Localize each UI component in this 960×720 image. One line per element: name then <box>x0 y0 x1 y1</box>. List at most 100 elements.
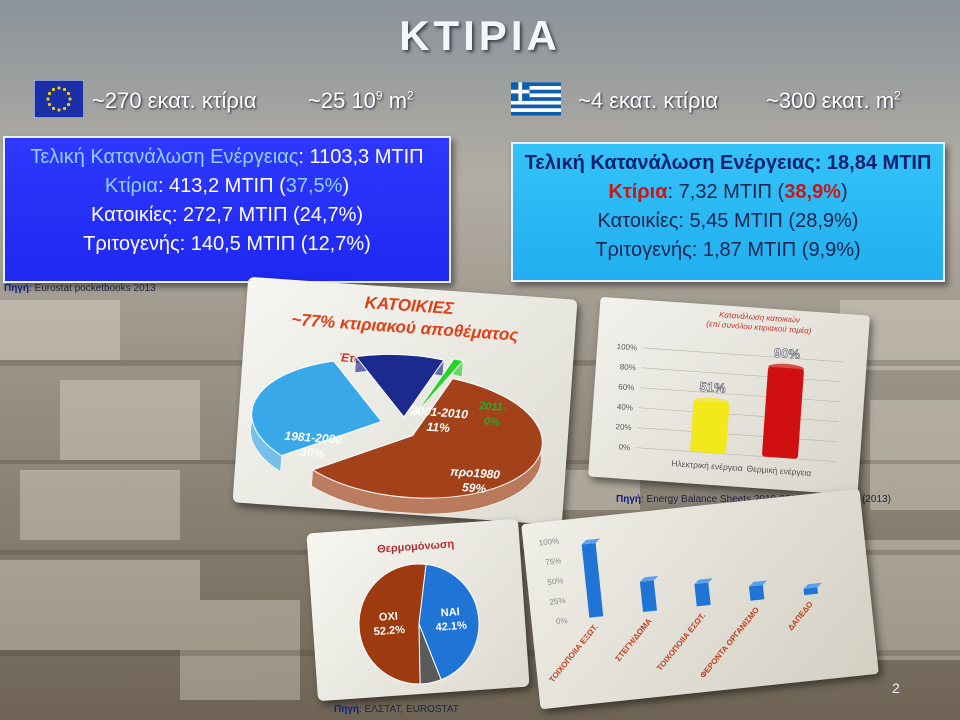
pie2-source-text: : ΕΛΣΤΑΤ, EUROSTAT <box>359 704 459 715</box>
gr-buildings-label: Κτίρια <box>608 181 668 203</box>
insulation-panel: Θερμομόνωση ΟΧΙ 52.2% ΝΑΙ 42.1% <box>306 518 530 702</box>
eu-residential-consumption: Κατοικίες: 272,7 ΜΤΙΠ (24,7%) <box>90 204 364 226</box>
pie2-title: Θερμομόνωση <box>377 538 455 555</box>
pie2-label: 42.1% <box>435 620 467 634</box>
pie1-slice-2001-2010 <box>355 353 445 418</box>
gr-tertiary-consumption: Τριτογενής: 1,87 ΜΤΙΠ (9,9%) <box>595 239 861 261</box>
eu-area-unit: m <box>382 88 408 113</box>
bar1-ytick: 20% <box>615 422 632 432</box>
eu-star-icon <box>51 106 56 111</box>
bar1-source-label: Πηγή <box>616 494 641 505</box>
bar2-category: ΤΟΙΧΟΠΟΙΙΑ ΕΞΩΤ. <box>547 622 600 684</box>
pie1-label: 30% <box>300 445 325 461</box>
eu-buildings-consumption: Κτίρια: 413,2 ΜΤΙΠ (37,5%) <box>5 175 449 198</box>
bar2-bar-cap <box>581 538 601 545</box>
bar1-bar-0 <box>690 400 730 454</box>
bar1-bar-cap <box>693 397 730 406</box>
bar2-bar-1 <box>639 580 657 613</box>
eu-star-icon <box>46 97 50 101</box>
eu-final-consumption-value: : 1103,3 ΜΤΙΠ <box>298 146 424 168</box>
eu-star-icon <box>57 86 61 90</box>
bar1-gridline <box>640 387 840 403</box>
eu-area-exponent: 9 <box>375 88 383 103</box>
bar1-ytick: 80% <box>619 362 636 372</box>
pie1-slice-προ1980 <box>311 378 543 499</box>
bar1-gridline <box>637 427 838 442</box>
pie1-slice-2011- <box>413 358 465 416</box>
pie2-source: Πηγή: ΕΛΣΤΑΤ, EUROSTAT <box>334 704 459 715</box>
pie1-label: 11% <box>426 420 450 436</box>
pie1-label: 2011- <box>478 400 507 414</box>
eu-star-icon <box>57 108 61 112</box>
bar2-category: ΤΟΙΧΟΠΟΙΙΑ ΕΣΩΤ. <box>655 611 707 673</box>
bar1-ytick: 40% <box>617 402 634 412</box>
eu-flag-icon <box>34 80 84 118</box>
gr-final-consumption-value: : 18,84 ΜΤΙΠ <box>814 152 932 174</box>
eu-source: Πηγή: Eurostat pocketbooks 2013 <box>4 283 156 294</box>
gr-buildings-close: ) <box>840 181 848 203</box>
bar2-bar-2 <box>694 582 711 607</box>
eu-source-label: Πηγή <box>4 283 29 294</box>
bar2-ytick: 50% <box>547 576 564 587</box>
bar2-bar-cap <box>639 575 659 582</box>
bar2-bar-cap <box>694 578 713 585</box>
bar2-bar-cap <box>803 582 822 589</box>
bar1-gridline <box>638 407 839 422</box>
gr-residential-consumption: Κατοικίες: 5,45 ΜΤΙΠ (28,9%) <box>597 210 859 232</box>
eu-tertiary-consumption: Τριτογενής: 140,5 ΜΤΙΠ (12,7%) <box>83 233 371 255</box>
eu-source-text: : Eurostat pocketbooks 2013 <box>29 283 156 294</box>
bar1-data-label: 51% <box>699 379 726 396</box>
pie1-label: 0% <box>483 416 500 429</box>
bar1-ytick: 60% <box>618 382 635 392</box>
eu-star-icon <box>51 87 56 92</box>
gr-area-stat: ~300 εκατ. m2 <box>766 88 901 114</box>
bar1-data-label: 90% <box>774 345 801 362</box>
pie2-slice-2 <box>418 623 442 685</box>
pie2-source-label: Πηγή <box>334 704 359 715</box>
pie2-label: ΝΑΙ <box>440 606 460 619</box>
gr-buildings-value: : 7,32 ΜΤΙΠ ( <box>667 181 785 203</box>
pie2-label: 52.2% <box>373 624 405 638</box>
bar1-bar-1 <box>762 366 804 459</box>
eu-area-unit-exponent: 2 <box>407 88 414 103</box>
eu-area-stat: ~25 109 m2 <box>308 88 414 114</box>
eu-star-icon <box>62 106 67 111</box>
eu-star-icon <box>66 102 71 107</box>
gr-buildings-stat: ~4 εκατ. κτίρια <box>578 88 718 114</box>
bar1-ytick: 0% <box>618 442 630 452</box>
gr-buildings-text: ~4 εκατ. κτίρια <box>578 88 719 113</box>
gr-final-consumption: Τελική Κατανάλωση Ενέργειας: 18,84 ΜΤΙΠ <box>513 152 943 175</box>
bar2-ytick: 100% <box>538 536 559 547</box>
bar2-bar-4 <box>803 587 819 596</box>
bar1-category: Ηλεκτρική ενέργεια <box>671 458 743 473</box>
eu-buildings-close: ) <box>342 175 350 197</box>
insulation-location-bar-chart: 0% 25% 50% 75% 100% ΤΟΙΧΟΠΟΙΙΑ ΕΞΩΤ. ΣΤΕΓΗ/ΔΩΜ… <box>538 536 822 684</box>
insulation-location-panel: 0% 25% 50% 75% 100% ΤΟΙΧΟΠΟΙΙΑ ΕΞΩΤ. ΣΤΕΓΗ/ΔΩΜ… <box>521 488 879 710</box>
pie1-label: 2001-2010 <box>409 403 469 421</box>
greece-flag-icon <box>511 82 561 116</box>
construction-year-panel: ΚΑΤΟΙΚΙΕΣ ~77% κτιριακού αποθέματος Έτος… <box>232 276 578 526</box>
bar1-bar-cap <box>768 363 805 373</box>
pie2-slice-1 <box>418 563 480 681</box>
pie2-label: ΟΧΙ <box>379 610 399 623</box>
eu-star-icon <box>68 97 72 101</box>
eu-energy-box: Τελική Κατανάλωση Ενέργειας: 1103,3 ΜΤΙΠ… <box>3 136 451 283</box>
page-title: ΚΤΙΡΙΑ <box>399 12 561 59</box>
slide-number: 2 <box>892 680 900 696</box>
bar1-gridline <box>643 347 843 363</box>
pie1-label: 1981-2000 <box>284 429 343 447</box>
residential-share-panel: Κατανάλωση κατοικιών (επί συνόλου κτιριακ… <box>588 296 870 496</box>
gr-area-text: ~300 εκατ. m <box>766 88 895 113</box>
eu-buildings-stat: ~270 εκατ. κτίρια <box>92 88 257 114</box>
pie1-label: 59% <box>462 480 487 496</box>
bar2-category: ΦΕΡΟΝΤΑ ΟΡΓΑΝΙΣΜΟ <box>698 605 761 679</box>
gr-buildings-consumption: Κτίρια: 7,32 ΜΤΙΠ (38,9%) <box>513 181 943 204</box>
gr-buildings-percent: 38,9% <box>784 181 841 203</box>
eu-buildings-label: Κτίρια <box>104 175 158 197</box>
eu-buildings-percent: 37,5% <box>285 175 343 197</box>
gr-area-exponent: 2 <box>894 88 901 103</box>
bar2-bar-0 <box>581 543 604 618</box>
eu-buildings-value: : 413,2 ΜΤΙΠ ( <box>157 175 286 197</box>
eu-buildings-text: ~270 εκατ. κτίρια <box>92 88 257 113</box>
